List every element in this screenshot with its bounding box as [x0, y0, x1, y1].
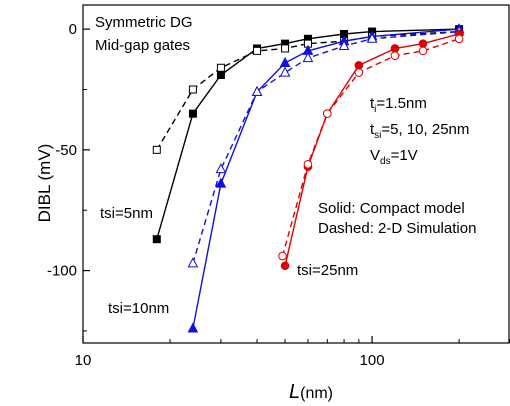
x-tick-label: 100 — [360, 352, 385, 369]
y-tick-label: -100 — [47, 263, 77, 280]
data-point — [187, 322, 199, 333]
plot-area: 0 -50 -100 10 100 — [47, 4, 510, 369]
data-point — [390, 51, 400, 61]
legend-solid: Solid: Compact model — [318, 200, 465, 217]
y-tick-label: 0 — [69, 21, 77, 38]
y-tick-label: -50 — [55, 142, 77, 159]
title-line-2: Mid-gap gates — [95, 37, 190, 54]
data-point — [279, 56, 291, 67]
data-point — [338, 39, 350, 51]
data-point — [302, 52, 314, 63]
param-vds: Vds=1V — [370, 147, 418, 167]
label-tsi-25nm: tsi=25nm — [297, 262, 358, 279]
data-point — [215, 177, 227, 188]
series-line — [192, 30, 460, 264]
data-point — [152, 145, 161, 154]
label-tsi-10nm: tsi=10nm — [108, 300, 169, 317]
data-point — [418, 46, 428, 56]
data-point — [279, 66, 291, 77]
data-point — [253, 46, 262, 55]
x-axis-title: L(nm) — [289, 381, 333, 403]
legend-dashed: Dashed: 2-D Simulation — [318, 220, 476, 237]
data-point — [251, 85, 263, 96]
data-point — [354, 68, 364, 77]
data-point — [390, 44, 400, 53]
plot-frame — [82, 4, 510, 344]
data-point — [215, 163, 227, 174]
data-point — [216, 71, 225, 80]
y-axis-title: DIBL (mV) — [35, 144, 54, 223]
data-point — [281, 44, 290, 53]
label-tsi-5nm: tsi=5nm — [100, 205, 153, 222]
title-line-1: Symmetric DG — [95, 14, 193, 31]
data-point — [454, 34, 464, 44]
data-point — [366, 32, 378, 43]
data-point — [322, 109, 332, 118]
series-line — [192, 28, 460, 329]
param-ti: ti=1.5nm — [370, 95, 427, 115]
data-point — [188, 109, 197, 118]
data-point — [354, 61, 364, 70]
data-point — [216, 63, 225, 72]
x-tick-label: 10 — [75, 352, 92, 369]
data-point — [418, 39, 428, 48]
data-point — [152, 235, 161, 244]
data-point — [303, 160, 313, 169]
data-point — [278, 251, 287, 261]
param-tsi: tsi=5, 10, 25nm — [370, 121, 469, 141]
data-point — [187, 257, 199, 268]
data-point — [188, 85, 197, 94]
data-point — [280, 261, 290, 271]
